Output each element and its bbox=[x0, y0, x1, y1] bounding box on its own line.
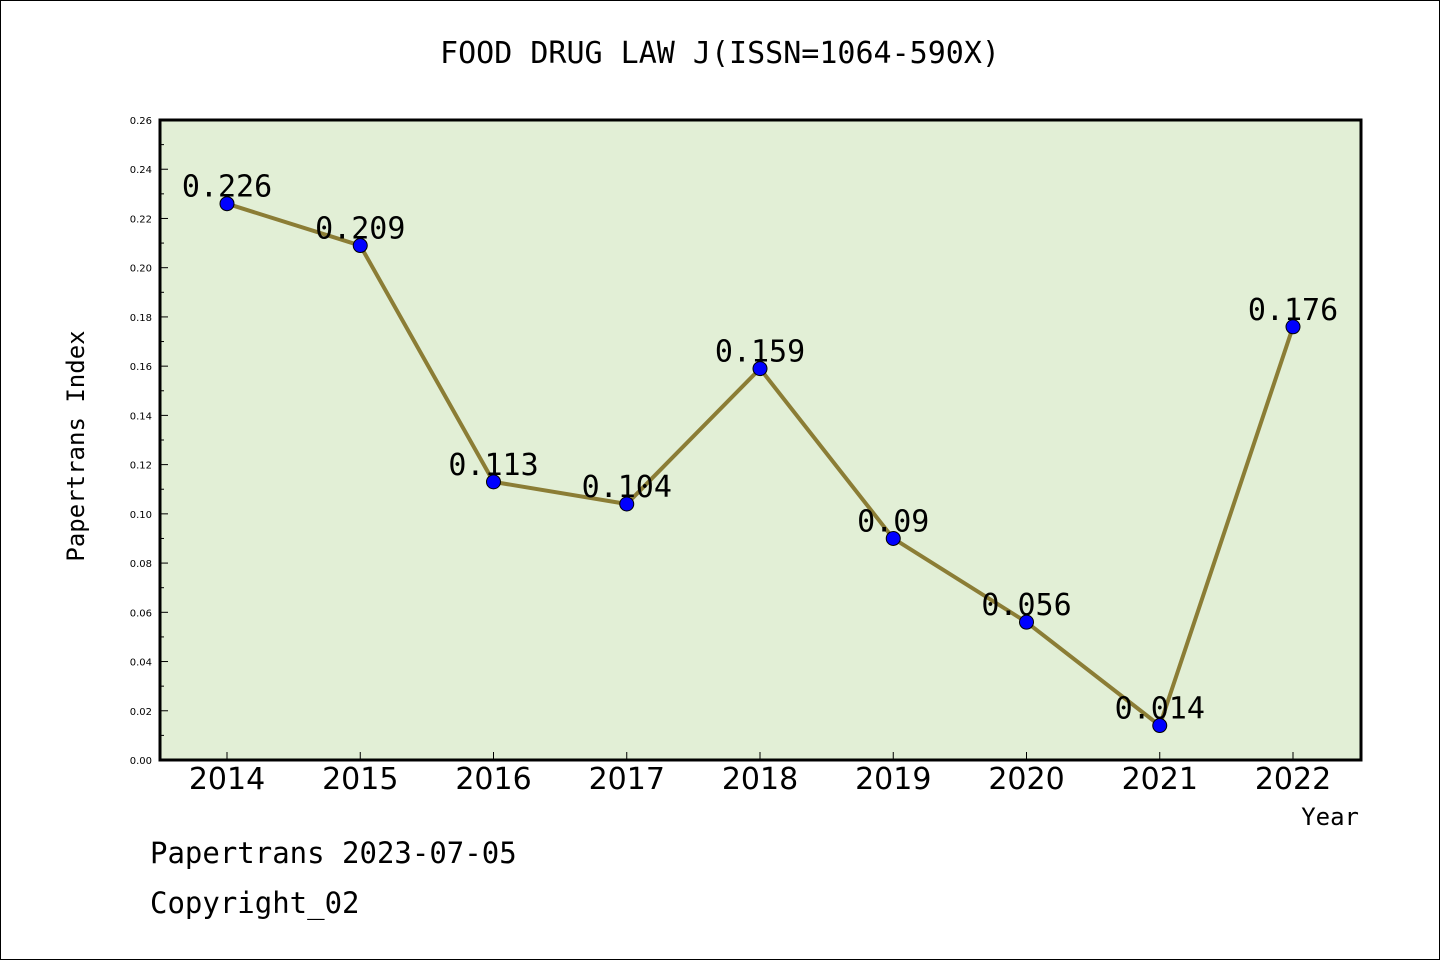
x-tick-label: 2020 bbox=[988, 762, 1064, 797]
y-tick-label: 0.20 bbox=[130, 264, 152, 275]
y-tick-label: 0.04 bbox=[130, 658, 152, 669]
data-point bbox=[752, 361, 768, 377]
y-tick-label: 0.14 bbox=[130, 411, 152, 422]
y-tick-label: 0.26 bbox=[130, 116, 152, 127]
data-point bbox=[486, 474, 501, 490]
data-label: 0.104 bbox=[582, 470, 672, 505]
data-point bbox=[219, 196, 235, 212]
chart-title: FOOD DRUG LAW J(ISSN=1064-590X) bbox=[440, 36, 1000, 71]
x-tick-label: 2019 bbox=[855, 762, 931, 797]
data-label: 0.014 bbox=[1115, 692, 1205, 727]
data-label: 0.176 bbox=[1248, 293, 1338, 328]
footer-copyright: Copyright_02 bbox=[150, 886, 360, 920]
data-label: 0.159 bbox=[715, 335, 805, 370]
footer-date: Papertrans 2023-07-05 bbox=[150, 836, 517, 870]
x-tick-label: 2016 bbox=[455, 762, 531, 797]
data-point bbox=[885, 530, 901, 546]
data-label: 0.226 bbox=[182, 170, 272, 205]
data-point bbox=[1152, 718, 1168, 734]
data-point bbox=[619, 496, 635, 512]
y-tick-label: 0.16 bbox=[130, 362, 152, 373]
x-tick-label: 2017 bbox=[589, 762, 665, 797]
plot-border bbox=[158, 118, 1363, 762]
y-tick-label: 0.08 bbox=[130, 559, 152, 570]
data-label: 0.113 bbox=[448, 448, 538, 483]
x-tick-label: 2018 bbox=[722, 762, 798, 797]
x-tick-label: 2021 bbox=[1122, 762, 1198, 797]
y-tick-label: 0.18 bbox=[130, 313, 152, 324]
x-tick-label: 2022 bbox=[1255, 762, 1331, 797]
x-tick-label: 2015 bbox=[322, 762, 398, 797]
y-tick-label: 0.12 bbox=[130, 461, 152, 472]
data-label: 0.209 bbox=[315, 212, 405, 247]
y-tick-label: 0.00 bbox=[130, 756, 152, 767]
data-label: 0.056 bbox=[981, 588, 1071, 623]
y-tick-label: 0.22 bbox=[130, 214, 152, 225]
x-axis-label: Year bbox=[1301, 803, 1359, 831]
data-point bbox=[1019, 614, 1034, 630]
plot-area bbox=[160, 120, 1361, 760]
y-tick-label: 0.24 bbox=[130, 165, 152, 176]
x-tick-label: 2014 bbox=[189, 762, 265, 797]
data-label: 0.09 bbox=[857, 504, 929, 539]
data-point bbox=[352, 238, 368, 254]
y-tick-label: 0.02 bbox=[130, 707, 152, 718]
y-tick-label: 0.06 bbox=[130, 608, 152, 619]
data-point bbox=[1285, 319, 1301, 335]
y-axis-label: Papertrans Index bbox=[62, 330, 90, 561]
y-tick-label: 0.10 bbox=[130, 510, 152, 521]
